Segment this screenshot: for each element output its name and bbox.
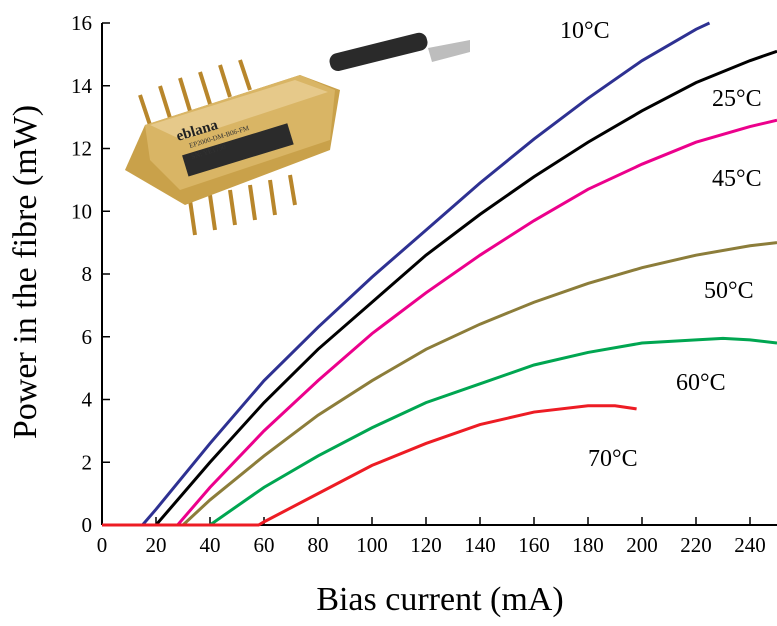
series-label: 45°C [712, 166, 762, 192]
x-tick-label: 140 [464, 533, 496, 557]
x-tick-label: 160 [518, 533, 550, 557]
x-tick-label: 120 [410, 533, 442, 557]
series-line [102, 404, 637, 527]
x-tick-label: 100 [356, 533, 388, 557]
y-tick-label: 4 [82, 388, 93, 412]
inset-photo: eblana EP2000-DM-B06-FM SN: YE1750 [125, 32, 470, 236]
series-label: 10°C [560, 18, 610, 44]
series-label: 70°C [588, 446, 638, 472]
series-label: 60°C [676, 370, 726, 396]
y-tick-label: 14 [71, 74, 93, 98]
x-tick-label: 80 [308, 533, 329, 557]
x-tick-label: 40 [200, 533, 221, 557]
y-tick-label: 2 [82, 450, 93, 474]
y-tick-label: 6 [82, 325, 93, 349]
series-line [102, 49, 777, 527]
series-line [102, 336, 777, 527]
fibre-tip [428, 40, 470, 62]
x-tick-label: 180 [572, 533, 604, 557]
y-tick-label: 0 [82, 513, 93, 537]
y-tick-label: 12 [71, 137, 92, 161]
series-line [102, 21, 711, 527]
x-tick-label: 0 [97, 533, 108, 557]
package-top [150, 80, 328, 140]
y-tick-label: 16 [71, 11, 92, 35]
package-window [182, 123, 294, 177]
series-line [102, 241, 777, 527]
x-tick-label: 240 [734, 533, 766, 557]
series-label: 50°C [704, 278, 754, 304]
x-tick-label: 220 [680, 533, 712, 557]
x-tick-label: 60 [254, 533, 275, 557]
fibre-cable [329, 32, 428, 72]
y-axis-title: Power in the fibre (mW) [7, 105, 44, 439]
x-tick-label: 200 [626, 533, 658, 557]
x-axis-title: Bias current (mA) [316, 581, 563, 618]
series-label: 25°C [712, 86, 762, 112]
y-tick-label: 10 [71, 199, 92, 223]
y-tick-label: 8 [82, 262, 93, 286]
x-tick-label: 20 [146, 533, 167, 557]
pins [138, 59, 297, 236]
series-line [102, 118, 777, 527]
